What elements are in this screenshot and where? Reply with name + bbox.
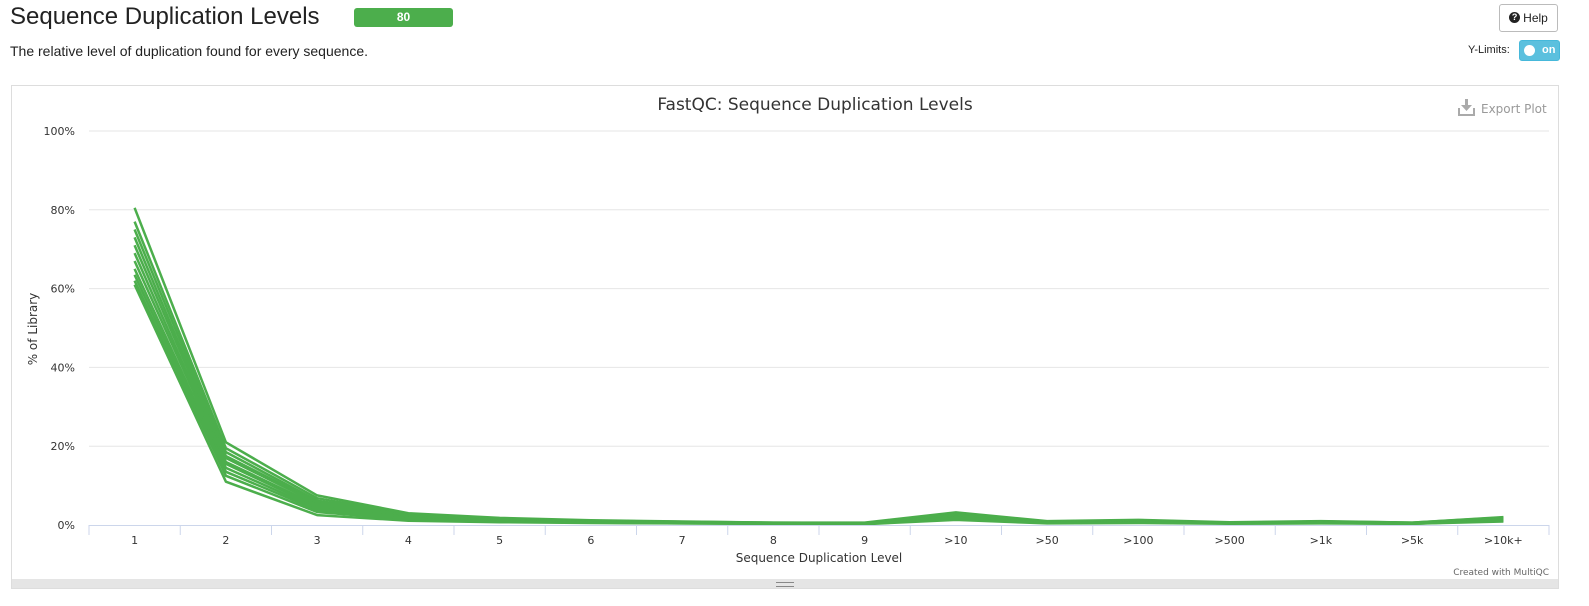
series-line[interactable] bbox=[133, 274, 1504, 526]
export-plot-button[interactable]: Export Plot bbox=[1458, 99, 1547, 116]
status-badge: 80 bbox=[354, 8, 453, 27]
credit-text: Created with MultiQC bbox=[1453, 568, 1549, 578]
series-line[interactable] bbox=[133, 260, 1504, 525]
y-tick-label: 40% bbox=[51, 361, 75, 374]
x-tick-label: 5 bbox=[496, 534, 503, 547]
x-tick-label: 9 bbox=[861, 534, 868, 547]
x-tick-label: >10k+ bbox=[1484, 534, 1523, 547]
help-button-label: Help bbox=[1523, 11, 1548, 25]
grip-icon bbox=[776, 582, 794, 587]
series-line[interactable] bbox=[133, 252, 1504, 525]
series-line[interactable] bbox=[133, 236, 1504, 525]
question-circle-icon: ? bbox=[1509, 12, 1521, 24]
x-tick-label: >100 bbox=[1123, 534, 1153, 547]
x-tick-label: >1k bbox=[1310, 534, 1333, 547]
series-line[interactable] bbox=[133, 229, 1504, 525]
series-line[interactable] bbox=[133, 244, 1504, 525]
grid-lines bbox=[89, 130, 1549, 447]
y-tick-label: 80% bbox=[51, 204, 75, 217]
resize-handle[interactable] bbox=[12, 579, 1558, 588]
series-group bbox=[133, 207, 1504, 526]
y-tick-label: 60% bbox=[51, 283, 75, 296]
series-line[interactable] bbox=[133, 284, 1504, 526]
help-button[interactable]: ? Help bbox=[1499, 4, 1558, 32]
x-tick-label: >500 bbox=[1215, 534, 1245, 547]
x-tick-label: >10 bbox=[944, 534, 967, 547]
ylimits-toggle-label: on bbox=[1542, 44, 1556, 56]
page-title: Sequence Duplication Levels bbox=[10, 3, 320, 30]
ylimits-toggle[interactable]: on bbox=[1519, 40, 1560, 61]
x-tick-label: 3 bbox=[314, 534, 321, 547]
y-axis-ticks: 0% 20% 40% 60% 80% 100% bbox=[44, 125, 75, 532]
series-line[interactable] bbox=[133, 207, 1504, 524]
x-tick-label: 6 bbox=[587, 534, 594, 547]
y-tick-label: 20% bbox=[51, 440, 75, 453]
x-tick-label: 1 bbox=[131, 534, 138, 547]
series-line[interactable] bbox=[133, 280, 1504, 526]
export-plot-label: Export Plot bbox=[1481, 102, 1547, 116]
download-icon bbox=[1458, 99, 1475, 116]
y-axis-label: % of Library bbox=[26, 293, 40, 366]
y-tick-label: 0% bbox=[58, 519, 75, 532]
x-tick-label: 2 bbox=[222, 534, 229, 547]
x-axis: 1 2 3 4 5 6 7 8 9 >10 >50 >100 >500 >1k >5k >10k+ bbox=[88, 525, 1550, 547]
x-tick-label: >50 bbox=[1036, 534, 1059, 547]
ylimits-label: Y-Limits: bbox=[1468, 44, 1510, 56]
x-tick-label: 8 bbox=[770, 534, 777, 547]
chart-title: FastQC: Sequence Duplication Levels bbox=[657, 95, 973, 115]
x-tick-label: >5k bbox=[1401, 534, 1424, 547]
y-tick-label: 100% bbox=[44, 125, 75, 138]
series-line[interactable] bbox=[133, 268, 1504, 526]
plot-container: 0% 20% 40% 60% 80% 100% 1 2 3 4 5 6 7 8 9 >10 >50 >100 >5… bbox=[11, 85, 1559, 589]
toggle-knob bbox=[1524, 45, 1535, 56]
section-description: The relative level of duplication found … bbox=[10, 43, 368, 59]
duplication-chart: 0% 20% 40% 60% 80% 100% 1 2 3 4 5 6 7 8 9 >10 >50 >100 >5… bbox=[26, 95, 1550, 578]
x-tick-label: 7 bbox=[679, 534, 686, 547]
series-line[interactable] bbox=[133, 221, 1504, 525]
x-axis-label: Sequence Duplication Level bbox=[736, 551, 903, 565]
x-tick-label: 4 bbox=[405, 534, 412, 547]
